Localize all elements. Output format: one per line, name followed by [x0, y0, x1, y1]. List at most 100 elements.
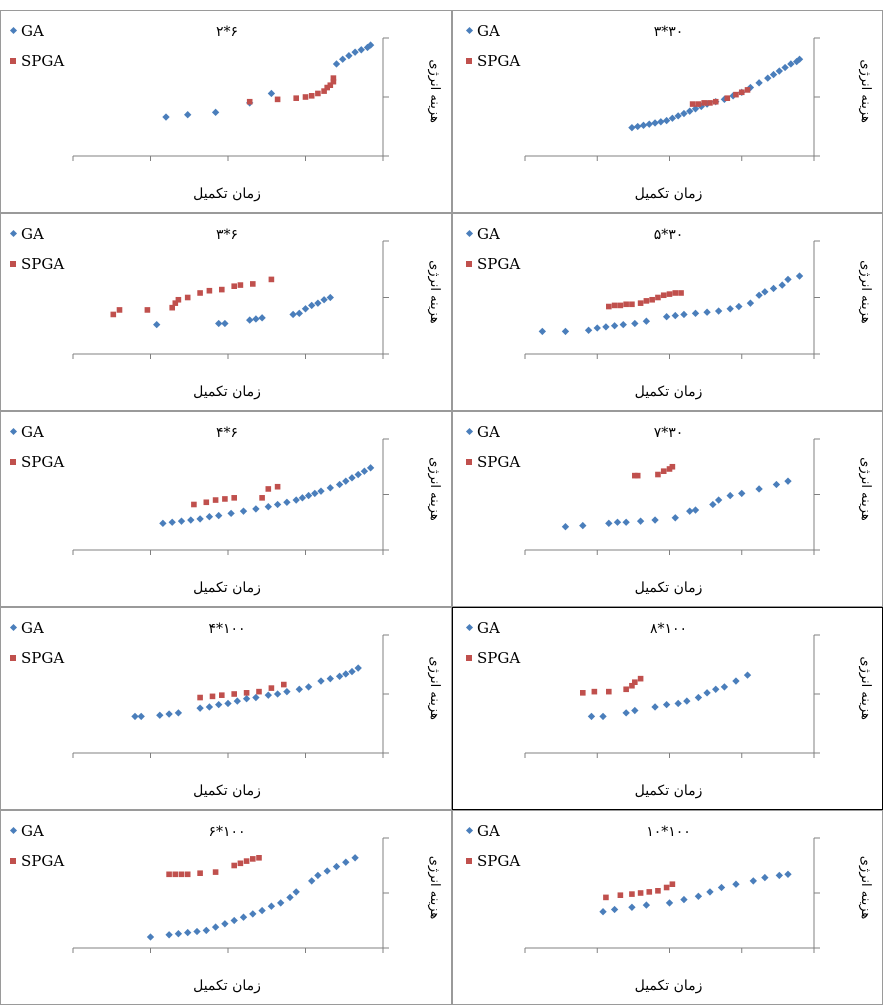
ga-series [159, 464, 375, 528]
ga-point [326, 484, 334, 492]
spga-point [274, 96, 281, 103]
ga-point [599, 712, 607, 721]
ga-point [599, 908, 607, 916]
spga-point [672, 290, 679, 296]
x-axis-label: زمان تکمیل [193, 580, 261, 596]
ga-point [610, 322, 619, 330]
ga-point [674, 699, 682, 708]
ga-point [769, 284, 778, 293]
ga-point [579, 521, 587, 530]
ga-point [772, 480, 781, 489]
ga-point [277, 899, 285, 907]
legend-spga-marker [10, 58, 16, 64]
legend-ga-marker [465, 26, 474, 35]
ga-point [593, 324, 601, 332]
ga-point [202, 926, 210, 935]
x-axis-label: زمان تکمیل [635, 978, 703, 994]
spga-point [243, 858, 250, 864]
ga-point [634, 122, 642, 131]
ga-point [211, 108, 220, 117]
ga-point [703, 689, 711, 697]
ga-point [602, 323, 610, 331]
spga-point [259, 495, 265, 501]
ga-point [233, 697, 241, 705]
ga-point [360, 467, 369, 475]
ga-point [755, 79, 763, 87]
scatter-chart-3: GA SPGA ۳*۶ زمان تکمیل هزینه انرژی [9, 225, 442, 400]
ga-point [657, 118, 665, 126]
chart-panel-6: GA SPGA ۷*۳۰ زمان تکمیل هزینه انرژی [452, 411, 883, 607]
ga-point [162, 113, 170, 121]
spga-point [629, 891, 635, 897]
spga-point [197, 290, 203, 296]
legend-spga-marker [10, 261, 16, 267]
chart-title: ۷*۳۰ [654, 425, 684, 441]
ga-point [694, 892, 703, 900]
ga-point [205, 703, 214, 711]
ga-point [691, 309, 700, 317]
spga-point [231, 862, 237, 869]
spga-point [611, 302, 618, 309]
ga-point [354, 470, 362, 479]
ga-point [605, 519, 613, 528]
ga-point [317, 487, 325, 495]
ga-point [342, 858, 350, 866]
legend-ga-label: GA [21, 225, 44, 243]
ga-point [304, 491, 313, 500]
ga-point [610, 905, 619, 914]
spga-point [623, 686, 629, 693]
legend-ga-label: GA [477, 822, 500, 840]
legend-spga-label: SPGA [477, 649, 520, 667]
spga-point [637, 675, 644, 682]
ga-point [168, 518, 176, 526]
ga-point [714, 496, 723, 504]
x-axis-label: زمان تکمیل [635, 186, 703, 202]
scatter-chart-1: GA SPGA ۲*۶ زمان تکمیل هزینه انرژی [9, 22, 442, 202]
legend-ga-label: GA [477, 225, 500, 243]
ga-point [631, 319, 639, 328]
y-axis-label: هزینه انرژی [427, 59, 442, 123]
ga-point [215, 700, 223, 709]
spga-point [268, 685, 275, 691]
ga-point [193, 927, 201, 936]
legend-ga-marker [9, 229, 18, 238]
spga-point [231, 495, 237, 501]
ga-point [755, 485, 763, 493]
chart-panel-10: GA SPGA ۱۰*۱۰۰ زمان تکمیل هزینه انرژی [452, 810, 883, 1005]
ga-point [345, 52, 353, 60]
spga-point [632, 472, 638, 479]
scatter-chart-5: GA SPGA ۴*۶ زمان تکمیل هزینه انرژی [9, 423, 442, 596]
spga-point [219, 692, 225, 698]
chart-panel-7: GA SPGA ۴*۱۰۰ زمان تکمیل هزینه انرژی [0, 607, 452, 810]
ga-point [221, 319, 229, 328]
ga-point [613, 518, 622, 526]
legend-ga-label: GA [21, 22, 44, 40]
ga-point [351, 854, 359, 862]
spga-point [231, 691, 237, 697]
spga-point [649, 296, 655, 303]
x-axis-label: زمان تکمیل [635, 783, 703, 799]
ga-point [743, 671, 752, 679]
ga-point [622, 709, 630, 717]
ga-point [784, 477, 792, 485]
chart-title: ۶*۱۰۰ [208, 824, 245, 840]
spga-point [315, 90, 321, 97]
spga-point [603, 894, 609, 901]
ga-point [680, 310, 688, 319]
spga-point [634, 472, 641, 479]
ga-point [538, 327, 547, 336]
legend-ga-marker [465, 229, 474, 238]
spga-point [655, 294, 661, 301]
legend-spga-label: SPGA [21, 453, 64, 471]
ga-point [584, 326, 593, 334]
ga-point [651, 703, 659, 711]
ga-point [709, 500, 717, 509]
ga-point [628, 124, 636, 132]
legend-spga-label: SPGA [477, 255, 520, 273]
ga-point [714, 307, 723, 315]
ga-point [221, 920, 229, 928]
chart-panel-8: GA SPGA ۸*۱۰۰ زمان تکمیل هزینه انرژی [452, 607, 883, 810]
ga-point [712, 685, 720, 693]
ga-point [717, 883, 726, 892]
ga-point [295, 685, 303, 693]
